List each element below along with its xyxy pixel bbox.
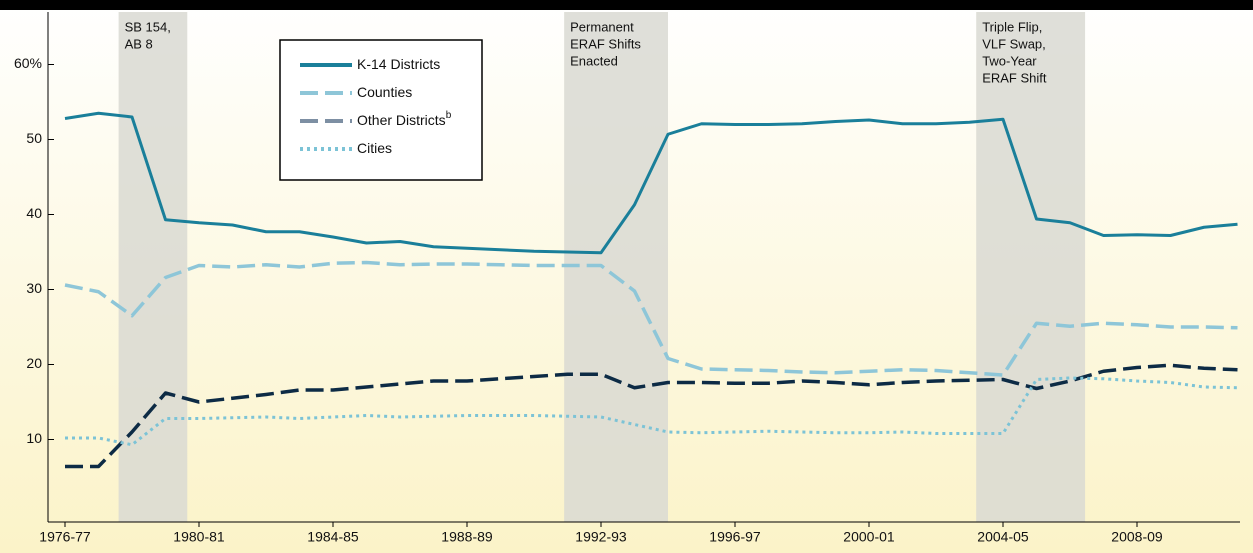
annotation: Permanent bbox=[570, 19, 634, 34]
shaded-period bbox=[564, 12, 668, 522]
legend-name: Cities bbox=[357, 140, 392, 156]
series-line bbox=[64, 260, 1238, 377]
top-bar bbox=[0, 0, 1253, 10]
y-tick-label: 60% bbox=[14, 55, 42, 71]
legend-label: Counties bbox=[357, 84, 412, 100]
x-tick-label: 1988-89 bbox=[441, 529, 493, 545]
annotation: AB 8 bbox=[125, 36, 153, 51]
x-tick-label: 1980-81 bbox=[173, 529, 225, 545]
shaded-period bbox=[118, 12, 188, 522]
series-line bbox=[65, 363, 1238, 469]
series-line bbox=[64, 111, 1238, 255]
x-tick-label: 1976-77 bbox=[39, 529, 91, 545]
x-tick-label: 2008-09 bbox=[1111, 529, 1163, 545]
y-tick-label: 50 bbox=[26, 130, 42, 146]
legend-name: Counties bbox=[357, 84, 412, 100]
annotation: Two-Year bbox=[982, 53, 1037, 68]
x-tick-label: 1984-85 bbox=[307, 529, 359, 545]
x-tick-label: 2000-01 bbox=[843, 529, 895, 545]
series-line bbox=[65, 376, 1238, 447]
annotation: Enacted bbox=[570, 53, 618, 68]
x-tick-label: 1992-93 bbox=[575, 529, 627, 545]
x-tick-label: 2004-05 bbox=[977, 529, 1029, 545]
legend-label: K-14 Districts bbox=[357, 56, 440, 72]
y-tick-label: 20 bbox=[26, 355, 42, 371]
annotation: ERAF Shifts bbox=[570, 36, 641, 51]
shaded-period bbox=[976, 12, 1086, 522]
annotation: Triple Flip, bbox=[982, 19, 1042, 34]
legend-name: Other Districts bbox=[357, 112, 446, 128]
x-tick-label: 1996-97 bbox=[709, 529, 761, 545]
legend-name: K-14 Districts bbox=[357, 56, 440, 72]
annotation: ERAF Shift bbox=[982, 70, 1047, 85]
y-tick-label: 30 bbox=[26, 280, 42, 296]
legend-label: Cities bbox=[357, 140, 392, 156]
y-tick-label: 10 bbox=[26, 430, 42, 446]
legend-footnote: b bbox=[446, 110, 452, 121]
legend-label: Other Districtsb bbox=[357, 110, 452, 128]
y-tick-label: 40 bbox=[26, 205, 42, 221]
annotation: SB 154, bbox=[125, 19, 171, 34]
annotation: VLF Swap, bbox=[982, 36, 1046, 51]
